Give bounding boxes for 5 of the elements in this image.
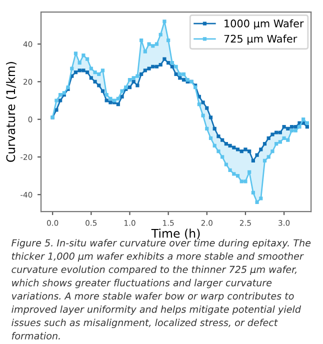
x-axis-title: Time (h) [151,228,200,240]
y-axis-title: Curvature (1/km) [6,62,17,162]
legend-label: 1000 µm Wafer [224,19,304,30]
caption: Figure 5. In-situ wafer curvature over time during epitaxy. The thicker 1,000 µm wafer exhibits a more stable and smoother curvature evolution compared to the thinner 725 µm wafer, which shows greater fluctuations and larger curvature variations. A more stable wafer bow or warp contributes to improved layer uniformity and helps mitigate potential yield issues such as misalignment, localized stress, or defect formation. [12,239,311,340]
legend-label: 725 µm Wafer [224,34,298,45]
